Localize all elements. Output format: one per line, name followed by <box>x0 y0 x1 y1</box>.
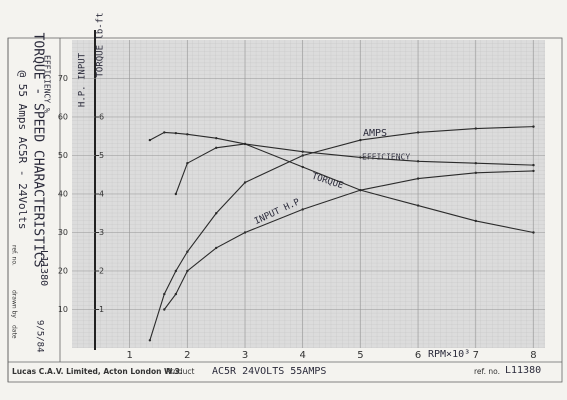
footer-label: ref. no. <box>474 367 500 376</box>
point <box>416 204 420 207</box>
point <box>416 177 420 180</box>
point <box>474 127 477 130</box>
y2-tick-label: 5 <box>99 151 104 160</box>
y2-tick-label: 4 <box>99 190 104 199</box>
footer-product: AC5R 24VOLTS 55AMPS <box>212 366 326 377</box>
footer-company: Lucas C.A.V. Limited, Acton London W.3. <box>12 367 183 376</box>
footer-label: Product <box>166 367 195 376</box>
y2-tick-label: 1 <box>99 305 104 314</box>
y2-tick-label: 6 <box>99 113 104 122</box>
y-tick-label: 50 <box>58 151 68 160</box>
y-label: EFFICIENCY % <box>43 55 52 113</box>
point <box>474 219 477 223</box>
side-date: 9/5/84 <box>35 320 45 353</box>
x-tick-label: 1 <box>126 350 132 361</box>
point <box>301 154 304 157</box>
point <box>532 231 535 234</box>
point <box>243 181 247 184</box>
point <box>532 125 535 128</box>
y2-tick-label: 3 <box>99 228 104 237</box>
point <box>174 192 178 196</box>
point <box>532 163 535 167</box>
x-tick-label: 6 <box>415 350 421 361</box>
x-tick-label: 2 <box>184 350 190 361</box>
point <box>186 133 189 136</box>
y-tick-label: 10 <box>58 305 68 314</box>
x-tick-label: 7 <box>473 350 479 361</box>
point <box>474 162 477 165</box>
point <box>416 160 420 163</box>
side-label: drawn by <box>11 290 18 318</box>
point <box>301 165 304 169</box>
x-tick-label: 8 <box>530 350 536 361</box>
footer-ref: L11380 <box>505 365 541 376</box>
y-tick-label: 20 <box>58 267 68 276</box>
point <box>174 131 178 135</box>
point <box>474 171 477 175</box>
point <box>301 150 304 153</box>
side-ref: L11380 <box>38 250 49 286</box>
curve-label: EFFICIENCY <box>362 153 410 162</box>
point <box>243 231 247 234</box>
point <box>215 246 218 250</box>
point <box>186 269 189 273</box>
point <box>215 212 218 215</box>
curve <box>163 170 534 310</box>
y-tick-label: 60 <box>58 113 68 122</box>
point <box>215 146 218 149</box>
y2-label: H.P. INPUT <box>78 52 88 107</box>
point <box>416 131 420 134</box>
point <box>243 142 247 146</box>
point <box>163 308 166 311</box>
curve-label: AMPS <box>363 128 387 139</box>
point <box>174 269 178 273</box>
point <box>359 156 362 159</box>
point <box>163 292 166 296</box>
point <box>186 162 189 165</box>
point <box>186 250 189 253</box>
y2-tick-label: 2 <box>99 267 104 276</box>
point <box>532 169 535 173</box>
chart-title: TORQUE - SPEED CHARACTERISTICS <box>31 33 46 268</box>
point <box>163 131 166 134</box>
x-tick-label: 4 <box>300 350 306 361</box>
point <box>174 292 178 296</box>
y-tick-label: 70 <box>58 74 68 83</box>
point <box>301 208 304 211</box>
point <box>148 138 152 142</box>
y-tick-label: 40 <box>58 190 68 199</box>
side-label: ref. no. <box>11 245 18 266</box>
x-tick-label: 5 <box>357 350 363 361</box>
x-label: RPM×10³ <box>428 349 470 360</box>
chart-subtitle: @ 55 Amps AC5R - 24Volts <box>16 71 29 230</box>
y2-label: TORQUE lb-ft <box>96 12 106 77</box>
x-tick-label: 3 <box>242 350 248 361</box>
y-tick-label: 30 <box>58 228 68 237</box>
point <box>359 138 362 142</box>
point <box>359 188 362 192</box>
side-label: date <box>11 325 18 339</box>
point <box>148 339 152 342</box>
point <box>215 136 218 140</box>
